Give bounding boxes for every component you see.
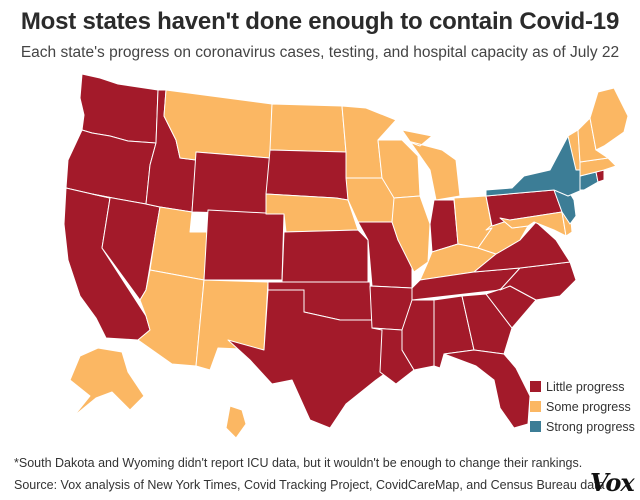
state-MT [163, 89, 273, 161]
state-WY [191, 151, 271, 215]
state-TX [227, 289, 391, 429]
legend-item-little: Little progress [530, 378, 635, 395]
footnote: *South Dakota and Wyoming didn't report … [14, 456, 583, 470]
legend-item-some: Some progress [530, 398, 635, 415]
state-IL [391, 195, 431, 273]
source-note: Source: Vox analysis of New York Times, … [14, 478, 605, 492]
state-MI [401, 129, 461, 201]
state-FL [443, 349, 531, 429]
state-NY [485, 135, 583, 197]
state-HI [225, 405, 247, 439]
legend-item-strong: Strong progress [530, 418, 635, 435]
map-title: Most states haven't done enough to conta… [20, 8, 620, 35]
state-AZ [137, 269, 205, 367]
state-UT [149, 206, 209, 281]
legend-label-little: Little progress [546, 379, 625, 394]
map-legend: Little progress Some progress Strong pro… [530, 378, 635, 438]
legend-label-strong: Strong progress [546, 419, 635, 434]
legend-label-some: Some progress [546, 399, 631, 414]
legend-swatch-some [530, 401, 541, 412]
state-NH [577, 117, 609, 163]
state-VT [567, 129, 581, 171]
state-IN [429, 199, 459, 253]
legend-swatch-little [530, 381, 541, 392]
vox-logo: Vox [590, 468, 635, 497]
state-AK [69, 347, 145, 417]
legend-swatch-strong [530, 421, 541, 432]
state-SD [265, 149, 349, 201]
state-GA [461, 293, 513, 355]
state-KS [281, 229, 369, 283]
state-CO [203, 209, 285, 281]
state-ME [589, 87, 629, 151]
map-subtitle: Each state's progress on coronavirus cas… [20, 44, 620, 61]
state-ND [269, 103, 347, 153]
